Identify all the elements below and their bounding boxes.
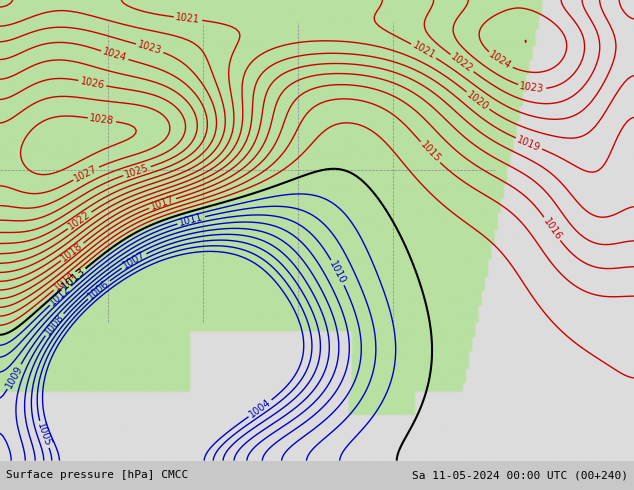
Text: 1021: 1021 [411, 41, 437, 61]
Text: Surface pressure [hPa] CMCC: Surface pressure [hPa] CMCC [6, 470, 188, 480]
Text: 1008: 1008 [42, 312, 66, 337]
Text: 1011: 1011 [178, 212, 204, 228]
Text: 1027: 1027 [73, 163, 100, 183]
Text: 1021: 1021 [175, 12, 201, 25]
Text: 1026: 1026 [79, 76, 105, 91]
Text: 1007: 1007 [120, 250, 147, 271]
Text: 1024: 1024 [101, 47, 128, 64]
Text: 1013: 1013 [60, 266, 87, 292]
Text: 1004: 1004 [247, 397, 273, 420]
Text: 1012: 1012 [48, 284, 73, 307]
Text: 1016: 1016 [541, 216, 563, 242]
Text: 1010: 1010 [328, 259, 348, 286]
Text: 1028: 1028 [89, 113, 115, 126]
Text: 1005: 1005 [35, 421, 53, 448]
Text: 1023: 1023 [519, 81, 545, 95]
Text: 1020: 1020 [465, 89, 491, 112]
Text: Sa 11-05-2024 00:00 UTC (00+240): Sa 11-05-2024 00:00 UTC (00+240) [411, 470, 628, 480]
Text: 1018: 1018 [60, 241, 85, 264]
Text: 1014: 1014 [52, 270, 77, 293]
Text: 1022: 1022 [67, 209, 93, 232]
Text: 1024: 1024 [487, 49, 514, 72]
Text: 1015: 1015 [418, 140, 442, 165]
Text: 1025: 1025 [124, 163, 150, 180]
Text: 1017: 1017 [149, 195, 176, 212]
Text: 1019: 1019 [515, 134, 542, 153]
Text: 1006: 1006 [86, 278, 112, 301]
Text: 1009: 1009 [4, 364, 25, 390]
Text: 1023: 1023 [136, 40, 163, 56]
Text: 1022: 1022 [449, 52, 475, 74]
